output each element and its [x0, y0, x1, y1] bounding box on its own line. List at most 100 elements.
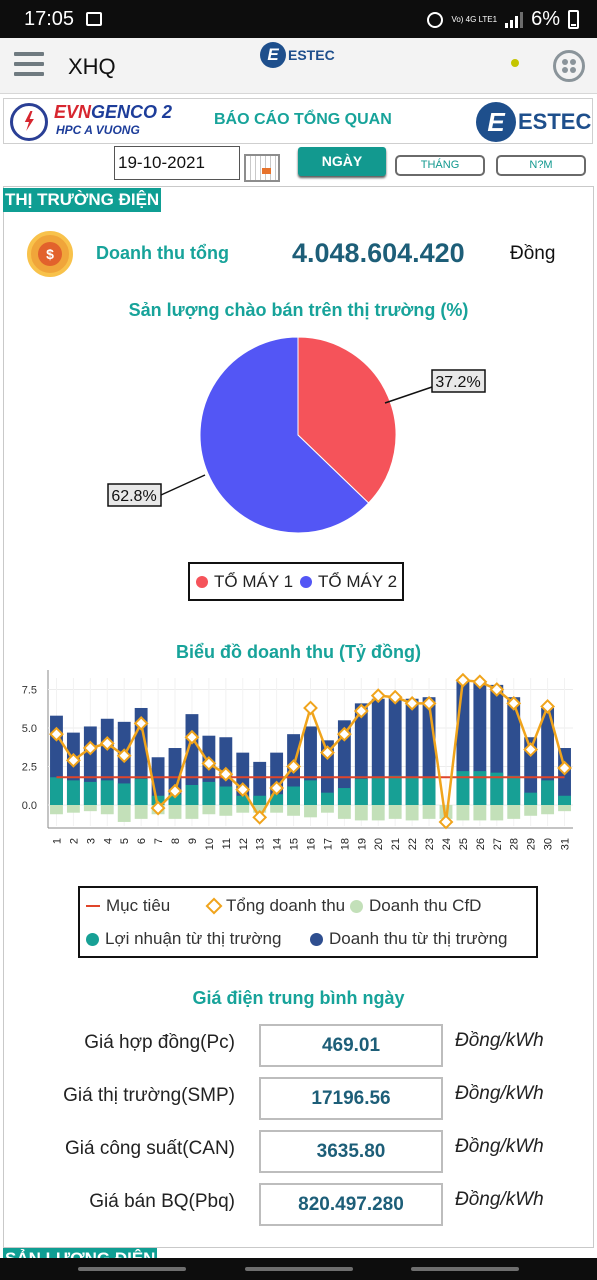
- bar-profit: [202, 781, 216, 805]
- status-right: Vo) 4G LTE1 6%: [427, 8, 579, 31]
- price-unit: Đồng/kWh: [455, 1083, 544, 1104]
- tab-day-button[interactable]: NGÀY: [298, 147, 386, 176]
- total-point: [201, 756, 217, 771]
- total-point: [82, 740, 98, 756]
- bar-profit: [422, 777, 436, 805]
- total-point: [353, 703, 369, 719]
- banner-title: BÁO CÁO TỔNG QUAN: [214, 111, 392, 128]
- x-tick-label: 10: [204, 838, 216, 850]
- calendar-icon[interactable]: [244, 154, 280, 182]
- gallery-icon: [86, 12, 102, 26]
- x-tick-label: 20: [373, 838, 385, 850]
- pie-legend-item-1[interactable]: TỔ MÁY 1: [196, 572, 293, 592]
- bar-profit: [354, 778, 368, 805]
- bar-cfd: [270, 805, 284, 813]
- legend-market[interactable]: Doanh thu từ thị trường: [310, 929, 508, 949]
- total-point: [150, 800, 166, 816]
- pie-label-box-1: [431, 369, 486, 393]
- network-label: Vo) 4G LTE1: [451, 15, 498, 24]
- x-tick-label: 23: [424, 838, 436, 850]
- battery-icon: [568, 10, 579, 29]
- pie-label-1: 37.2%: [435, 374, 480, 391]
- price-unit: Đồng/kWh: [455, 1030, 544, 1051]
- total-point: [49, 726, 64, 742]
- bar-cfd: [321, 805, 334, 813]
- apps-grid-icon[interactable]: [553, 50, 585, 82]
- bar-cfd: [388, 805, 402, 819]
- x-tick-label: 29: [526, 838, 538, 850]
- bar-profit: [456, 771, 470, 805]
- total-point: [133, 715, 149, 731]
- pie-legend: TỔ MÁY 1 TỔ MÁY 2: [188, 562, 404, 601]
- pie-legend-item-2[interactable]: TỔ MÁY 2: [300, 572, 397, 592]
- total-point: [472, 674, 488, 690]
- revenue-chart: 0.02.55.07.51 2 3 4 5 6 7 8 9 10 11 12 13 14 15 16 17 18 1…: [22, 670, 573, 850]
- x-tick-label: 8: [170, 838, 182, 844]
- pie-slice-2: [199, 336, 370, 534]
- price-label: Giá bán BQ(Pbq): [89, 1191, 235, 1212]
- menu-icon[interactable]: [14, 52, 44, 78]
- legend-profit[interactable]: Lợi nhuận từ thị trường: [86, 929, 281, 949]
- bar-profit: [388, 775, 402, 805]
- app-title: XHQ: [68, 54, 116, 79]
- price-label: Giá hợp đồng(Pc): [84, 1032, 235, 1053]
- bar-cfd: [236, 805, 250, 813]
- price-value: 820.497.280: [259, 1183, 443, 1226]
- legend-total[interactable]: Tổng doanh thu: [205, 896, 345, 916]
- bar-cfd: [304, 805, 317, 818]
- nav-recents[interactable]: [78, 1267, 186, 1271]
- x-tick-label: 19: [356, 838, 368, 850]
- x-tick-label: 25: [458, 838, 470, 850]
- nav-home[interactable]: [245, 1267, 353, 1271]
- y-tick-label: 7.5: [22, 685, 37, 697]
- tab-year-button[interactable]: N?M: [496, 155, 586, 176]
- bar-cfd: [219, 805, 233, 816]
- revenue-value: 4.048.604.420: [292, 238, 465, 268]
- legend-target[interactable]: Mục tiêu: [86, 896, 170, 916]
- date-input[interactable]: 19-10-2021: [114, 146, 240, 180]
- total-point: [540, 699, 556, 714]
- x-tick-label: 6: [136, 838, 148, 844]
- bar-cfd: [202, 805, 216, 815]
- price-unit: Đồng/kWh: [455, 1136, 544, 1157]
- bar-cfd: [507, 805, 521, 819]
- evn-logo-icon: [10, 103, 48, 141]
- x-tick-label: 26: [475, 838, 487, 850]
- x-tick-label: 22: [407, 838, 419, 850]
- revenue-unit: Đồng: [510, 243, 556, 264]
- legend-cfd[interactable]: Doanh thu CfD: [350, 896, 481, 916]
- pie-slice-1: [297, 336, 397, 504]
- revenue-label: Doanh thu tổng: [96, 243, 229, 263]
- total-point: [269, 780, 285, 796]
- pie-leader-2: [160, 474, 206, 496]
- x-tick-label: 13: [255, 838, 267, 850]
- total-point: [438, 814, 454, 830]
- total-point: [116, 748, 132, 764]
- x-tick-label: 12: [238, 838, 250, 850]
- bar-profit: [321, 792, 334, 805]
- total-point: [320, 745, 335, 761]
- production-section-title: SẢN LƯỢNG ĐIỆN: [3, 1248, 158, 1258]
- bar-cfd: [354, 805, 368, 821]
- pie-label-2: 62.8%: [111, 488, 156, 505]
- bar-legend: Mục tiêu Tổng doanh thu Doanh thu CfD Lợ…: [78, 886, 538, 958]
- bar-cfd: [117, 805, 131, 822]
- bar-cfd: [558, 805, 571, 812]
- x-tick-label: 30: [543, 838, 555, 850]
- estec-logo: E ESTEC: [260, 42, 335, 68]
- bar-market: [337, 720, 351, 805]
- x-tick-label: 31: [560, 838, 572, 850]
- nav-back[interactable]: [411, 1267, 519, 1271]
- tab-month-button[interactable]: THÁNG: [395, 155, 485, 176]
- bar-market: [253, 761, 267, 805]
- coin-icon: $: [27, 231, 73, 277]
- bar-cfd: [134, 805, 148, 819]
- bar-cfd: [490, 805, 504, 821]
- status-time: 17:05: [24, 8, 75, 30]
- bar-cfd: [168, 805, 182, 819]
- bar-cfd: [100, 805, 114, 815]
- total-point: [252, 809, 268, 825]
- price-label: Giá thị trường(SMP): [63, 1085, 235, 1106]
- signal-icon: [505, 11, 524, 28]
- x-tick-label: 14: [272, 838, 284, 850]
